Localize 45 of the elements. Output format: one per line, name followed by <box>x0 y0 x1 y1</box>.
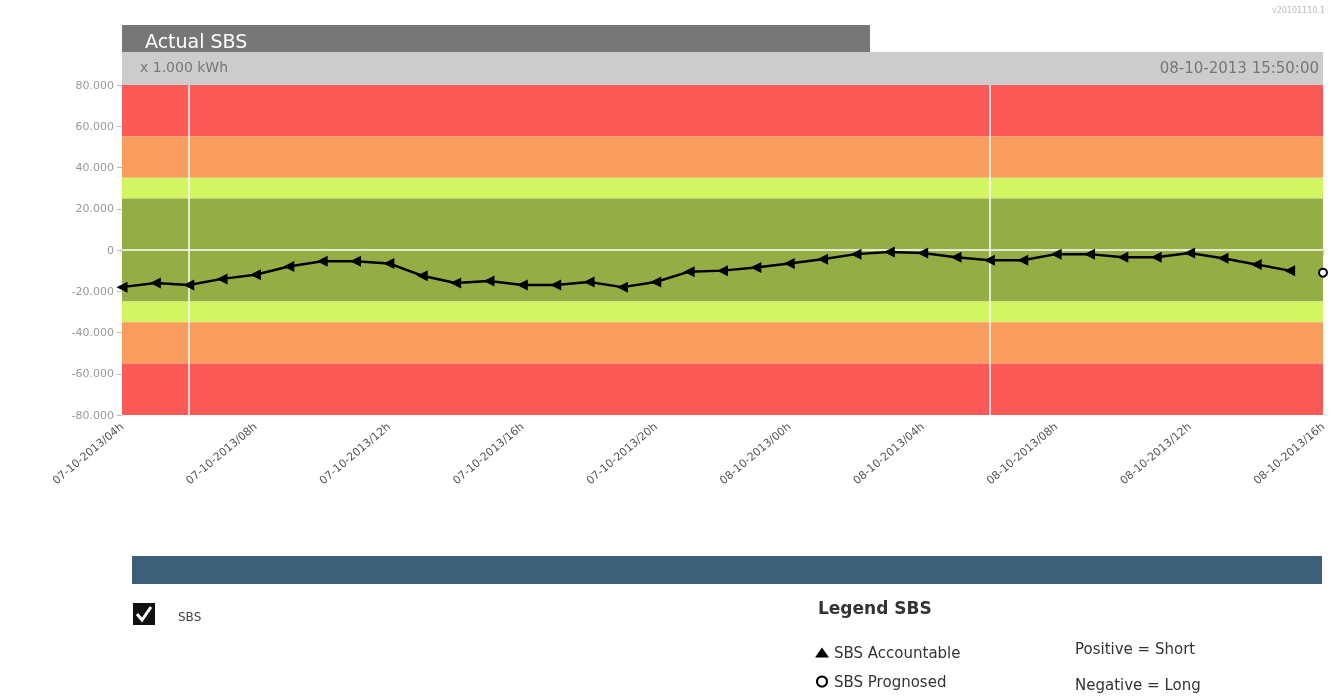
point <box>450 277 462 289</box>
legend-label: SBS Prognosed <box>834 672 947 691</box>
y-tick-label: -40.000 <box>71 326 114 339</box>
point <box>1184 247 1196 259</box>
point <box>717 265 728 277</box>
y-tick-label: -60.000 <box>71 367 114 381</box>
y-axis-title: x 1.000 kWh <box>140 59 229 75</box>
y-tick-label: 80.000 <box>75 78 114 92</box>
chart-title: Actual SBS <box>145 29 248 52</box>
y-tick-label: -20.000 <box>71 284 114 298</box>
y-tick-label: 40.000 <box>75 161 114 174</box>
point <box>383 257 395 269</box>
point <box>283 261 295 272</box>
text: v20101110.1 <box>1271 5 1326 15</box>
legend-title: Legend SBS <box>818 597 932 618</box>
point <box>583 276 595 288</box>
point <box>516 279 528 291</box>
point <box>650 276 662 288</box>
point <box>350 255 362 267</box>
text: Negative = Long <box>1075 675 1201 694</box>
point <box>616 281 628 293</box>
point <box>683 266 695 278</box>
point <box>1318 267 1328 278</box>
point <box>950 251 962 263</box>
point <box>817 253 829 265</box>
y-tick-label: -80.000 <box>71 408 114 422</box>
point <box>216 273 228 285</box>
point <box>1050 248 1062 260</box>
point <box>1217 252 1229 264</box>
point <box>1250 258 1262 270</box>
y-tick-label: 60.000 <box>75 119 114 133</box>
point <box>1284 265 1296 277</box>
text: Positive = Short <box>1075 639 1196 658</box>
point <box>116 281 128 293</box>
text: SBS <box>178 610 202 624</box>
y-tick-label: 20.000 <box>75 202 114 216</box>
point <box>249 269 261 281</box>
point <box>149 277 161 289</box>
chart-subtitle: 08-10-2013 15:50:00 <box>1159 58 1319 77</box>
legend-label: SBS Accountable <box>834 643 961 662</box>
point <box>750 262 762 274</box>
point <box>416 270 428 282</box>
point <box>850 248 862 260</box>
y-tick-label: 0 <box>107 243 114 257</box>
point <box>316 255 328 267</box>
